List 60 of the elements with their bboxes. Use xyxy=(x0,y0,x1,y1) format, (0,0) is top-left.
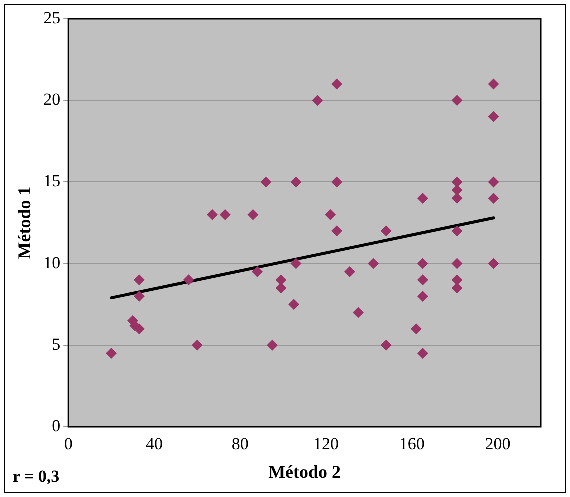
y-tick-label: 15 xyxy=(44,172,61,191)
point xyxy=(417,258,428,270)
point xyxy=(417,348,428,360)
point xyxy=(452,258,463,270)
point xyxy=(488,193,500,204)
point xyxy=(332,226,343,237)
point xyxy=(192,340,203,351)
point xyxy=(260,176,272,188)
y-tick-label: 20 xyxy=(44,90,61,110)
point xyxy=(488,258,500,270)
point xyxy=(276,274,287,286)
x-tick-label: 40 xyxy=(146,434,163,454)
point xyxy=(488,78,500,90)
y-tick-label: 0 xyxy=(52,416,61,436)
point xyxy=(452,274,463,286)
point xyxy=(206,209,218,220)
point xyxy=(276,282,287,294)
x-tick-label: 200 xyxy=(485,434,511,454)
point xyxy=(106,348,118,360)
x-tick-label: 80 xyxy=(232,434,249,454)
point xyxy=(452,282,463,294)
y-axis-title: Método 1 xyxy=(14,186,34,260)
point xyxy=(325,209,336,220)
point xyxy=(417,290,428,302)
point xyxy=(344,266,356,278)
point xyxy=(452,176,463,188)
x-axis-title: Método 2 xyxy=(268,462,342,482)
point xyxy=(380,340,392,351)
y-tick-label: 25 xyxy=(44,8,61,28)
point xyxy=(452,226,463,237)
point xyxy=(452,95,463,106)
point xyxy=(332,78,343,90)
point xyxy=(134,290,145,302)
point xyxy=(134,274,145,286)
point xyxy=(410,324,422,335)
point xyxy=(248,209,259,220)
point xyxy=(312,95,324,106)
x-tick-label: 0 xyxy=(64,434,73,454)
point xyxy=(368,258,380,270)
point xyxy=(352,307,364,318)
point xyxy=(488,111,500,122)
point xyxy=(452,193,463,204)
point xyxy=(290,258,302,270)
y-tick-label: 5 xyxy=(52,334,61,354)
y-tick-label: 10 xyxy=(44,253,61,272)
point xyxy=(183,274,194,286)
x-tick-label: 120 xyxy=(314,434,340,454)
x-tick-label: 160 xyxy=(399,434,425,454)
point xyxy=(252,266,264,278)
point xyxy=(288,299,300,310)
point xyxy=(417,193,428,204)
text: r = 0,3 xyxy=(13,466,60,486)
point xyxy=(417,274,428,286)
point xyxy=(267,340,278,351)
point xyxy=(332,176,343,188)
point xyxy=(290,176,302,188)
point xyxy=(220,209,231,220)
point xyxy=(452,184,463,196)
point xyxy=(488,176,500,188)
point xyxy=(380,226,392,237)
